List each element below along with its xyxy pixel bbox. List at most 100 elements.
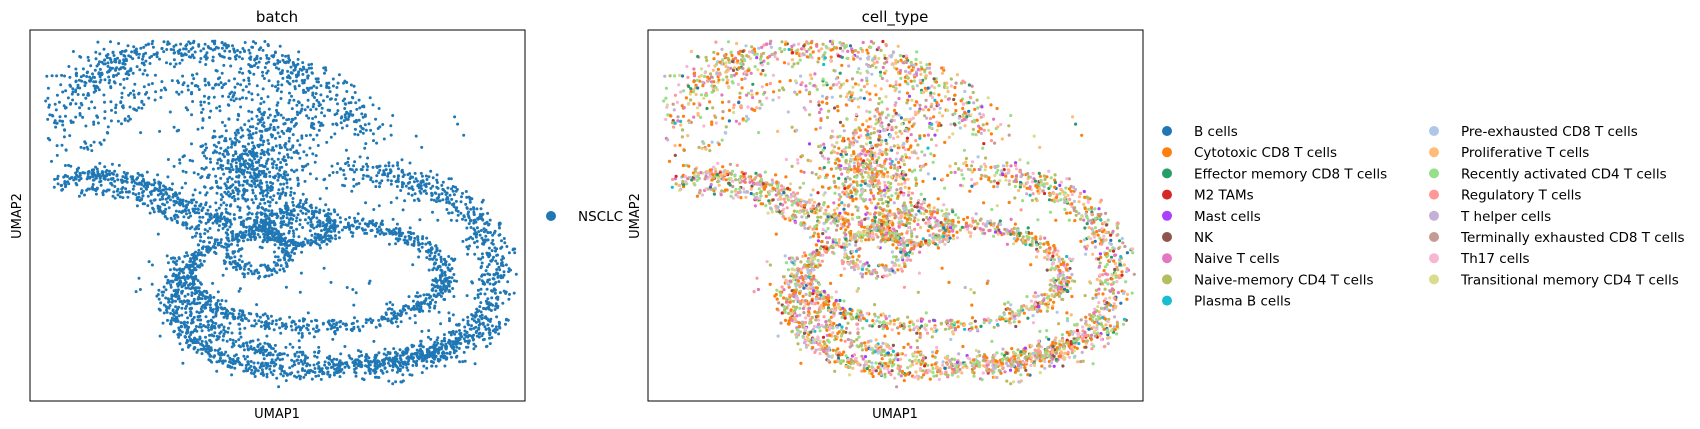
- scatter-point: [281, 247, 285, 251]
- scatter-point: [331, 77, 335, 81]
- scatter-point: [230, 90, 234, 94]
- scatter-point: [415, 179, 419, 183]
- scatter-point: [187, 40, 191, 44]
- scatter-point: [274, 227, 278, 231]
- scatter-point: [106, 188, 110, 192]
- scatter-point: [321, 372, 325, 376]
- scatter-point: [287, 117, 291, 121]
- scatter-point: [349, 83, 353, 87]
- scatter-point: [255, 312, 259, 316]
- scatter-point: [338, 320, 342, 324]
- scatter-point: [96, 115, 100, 119]
- scatter-point: [164, 275, 168, 279]
- scatter-point: [199, 220, 203, 224]
- scatter-point: [265, 184, 269, 188]
- scatter-point: [333, 371, 336, 375]
- scatter-point: [247, 48, 251, 52]
- scatter-point: [209, 186, 213, 190]
- scatter-point: [109, 119, 113, 123]
- scatter-point: [374, 185, 378, 189]
- scatter-point: [92, 140, 96, 144]
- scatter-point: [284, 201, 288, 205]
- scatter-point: [274, 144, 278, 148]
- scatter-point: [319, 377, 323, 381]
- scatter-point: [186, 84, 190, 88]
- scatter-point: [192, 346, 196, 350]
- scatter-point: [269, 123, 273, 127]
- scatter-point: [274, 322, 278, 326]
- scatter-point: [360, 227, 364, 231]
- scatter-point: [350, 95, 354, 99]
- scatter-point: [77, 194, 81, 198]
- scatter-point: [256, 369, 260, 373]
- scatter-point: [254, 322, 258, 326]
- scatter-point: [356, 133, 360, 137]
- scatter-point: [288, 315, 292, 319]
- scatter-point: [320, 106, 324, 110]
- scatter-point: [296, 213, 300, 217]
- scatter-point: [204, 335, 207, 339]
- scatter-point: [301, 81, 305, 85]
- scatter-point: [200, 175, 204, 179]
- scatter-point: [260, 320, 264, 324]
- scatter-point: [454, 206, 458, 210]
- scatter-point: [222, 353, 226, 356]
- scatter-point: [186, 286, 190, 290]
- scatter-point: [230, 142, 234, 146]
- scatter-point: [234, 97, 238, 101]
- scatter-point: [479, 301, 483, 305]
- scatter-point: [225, 187, 229, 190]
- scatter-point: [375, 174, 379, 178]
- scatter-point: [291, 240, 295, 244]
- scatter-point: [277, 173, 281, 177]
- scatter-point: [89, 144, 93, 147]
- scatter-point: [236, 82, 240, 86]
- scatter-point: [464, 218, 468, 222]
- scatter-point: [358, 222, 362, 226]
- scatter-point: [128, 117, 132, 121]
- scatter-point: [209, 212, 213, 216]
- scatter-point: [272, 175, 275, 179]
- scatter-point: [361, 115, 365, 119]
- scatter-point: [182, 322, 186, 326]
- scatter-point: [127, 114, 130, 118]
- scatter-point: [372, 139, 375, 143]
- scatter-point: [288, 213, 292, 217]
- scatter-point: [244, 85, 248, 89]
- scatter-point: [287, 56, 291, 60]
- scatter-point: [239, 235, 243, 239]
- scatter-point: [394, 237, 398, 241]
- scatter-point: [254, 197, 258, 201]
- scatter-point: [237, 312, 241, 316]
- scatter-point: [174, 209, 178, 213]
- scatter-point: [383, 366, 387, 370]
- scatter-point: [369, 128, 373, 132]
- scatter-point: [113, 169, 117, 173]
- scatter-point: [468, 244, 471, 248]
- scatter-point: [147, 83, 151, 87]
- scatter-point: [315, 133, 319, 137]
- scatter-point: [175, 309, 179, 313]
- scatter-point: [354, 120, 358, 124]
- scatter-point: [459, 211, 463, 215]
- scatter-point: [98, 75, 102, 79]
- scatter-point: [198, 314, 202, 318]
- scatter-point: [180, 325, 183, 329]
- scatter-point: [289, 190, 293, 194]
- scatter-point: [184, 106, 188, 110]
- scatter-point: [58, 119, 62, 123]
- scatter-point: [336, 162, 340, 166]
- scatter-point: [349, 230, 353, 234]
- scatter-point: [194, 268, 198, 272]
- scatter-point: [184, 44, 188, 48]
- scatter-point: [269, 314, 273, 318]
- scatter-point: [343, 107, 347, 110]
- scatter-point: [204, 315, 208, 319]
- scatter-point: [282, 122, 286, 126]
- scatter-point: [166, 297, 170, 301]
- scatter-point: [464, 334, 468, 338]
- scatter-point: [318, 238, 322, 242]
- scatter-point: [295, 227, 299, 231]
- scatter-point: [232, 217, 236, 221]
- scatter-point: [287, 136, 291, 140]
